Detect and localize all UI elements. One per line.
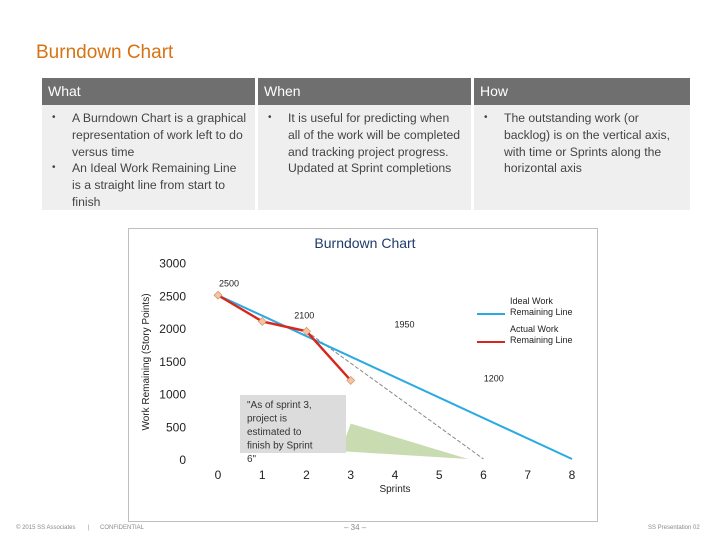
y-tick-label: 2000: [159, 322, 186, 336]
data-label: 2500: [219, 278, 239, 288]
data-label: 2100: [294, 310, 314, 320]
x-tick-label: 1: [259, 468, 266, 482]
burndown-chart-frame: [128, 228, 598, 522]
x-tick-label: 6: [480, 468, 487, 482]
legend-ideal-label: Ideal Work Remaining Line: [510, 296, 573, 317]
y-axis-label: Work Remaining (Story Points): [141, 293, 152, 430]
x-tick-label: 7: [524, 468, 531, 482]
x-axis-label: Sprints: [379, 484, 410, 495]
actual-work-line: [217, 294, 352, 382]
annotation-box: [240, 395, 346, 453]
footer-right: SS Presentation 02: [648, 525, 700, 531]
projection-line: [306, 330, 484, 460]
how-header: How: [474, 78, 690, 105]
what-column: What A Burndown Chart is a graphical rep…: [42, 78, 255, 210]
actual-data-point: [257, 317, 267, 326]
when-column: When It is useful for predicting when al…: [258, 78, 471, 210]
y-tick-label: 1000: [159, 388, 186, 402]
footer-page-number: – 34 –: [344, 523, 367, 532]
actual-data-point: [213, 290, 223, 300]
footer-copyright: © 2015 SS Associates: [16, 525, 76, 531]
x-tick-label: 2: [303, 468, 310, 482]
actual-data-point: [346, 375, 356, 385]
chart-title: Burndown Chart: [314, 235, 415, 251]
y-tick-label: 1500: [159, 355, 186, 369]
x-tick-label: 0: [215, 468, 222, 482]
y-tick-label: 500: [166, 420, 186, 434]
how-bullet-1: The outstanding work (or backlog) is on …: [474, 110, 682, 177]
x-tick-label: 5: [436, 468, 443, 482]
ideal-work-line: [217, 294, 573, 460]
footer-separator: |: [88, 525, 90, 531]
legend-actual-label: Actual Work Remaining Line: [510, 324, 573, 345]
how-column: How The outstanding work (or backlog) is…: [474, 78, 690, 210]
when-bullet-1: It is useful for predicting when all of …: [258, 110, 463, 177]
projection-shaded-area: [340, 423, 469, 459]
y-tick-label: 3000: [159, 257, 186, 271]
when-header: When: [258, 78, 471, 105]
actual-data-point: [302, 326, 311, 336]
annotation-text: "As of sprint 3, project is estimated to fi…: [247, 400, 313, 465]
footer-confidential: CONFIDENTIAL: [100, 525, 145, 531]
x-tick-label: 3: [347, 468, 354, 482]
what-bullet-1: A Burndown Chart is a graphical represen…: [42, 110, 247, 160]
what-bullet-2: An Ideal Work Remaining Line is a straig…: [42, 160, 247, 210]
page-title: Burndown Chart: [36, 42, 174, 63]
x-tick-label: 4: [392, 468, 399, 482]
data-label: 1950: [395, 319, 415, 329]
y-tick-label: 2500: [159, 289, 186, 303]
what-header: What: [42, 78, 255, 105]
x-tick-label: 8: [569, 468, 576, 482]
data-label: 1200: [484, 373, 504, 383]
y-tick-label: 0: [179, 453, 186, 467]
info-columns: What A Burndown Chart is a graphical rep…: [42, 78, 690, 210]
